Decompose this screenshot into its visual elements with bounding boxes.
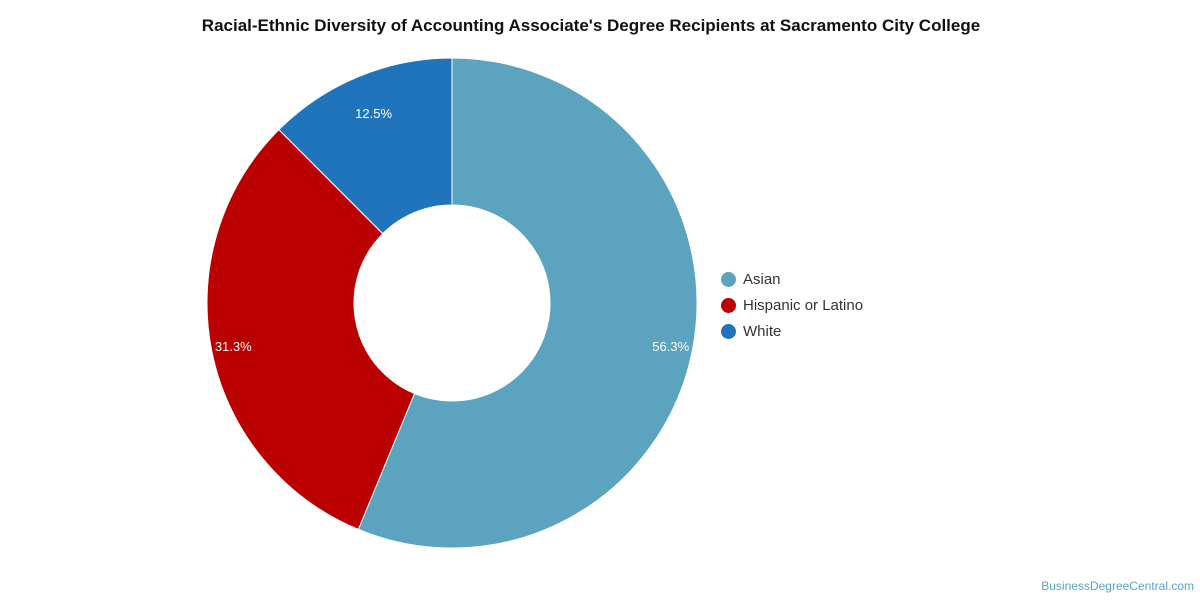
data-label-asian: 56.3% bbox=[652, 339, 689, 354]
donut-slice-hispanic-or-latino[interactable] bbox=[206, 128, 416, 531]
source-watermark[interactable]: BusinessDegreeCentral.com bbox=[1041, 579, 1194, 593]
legend-label: Asian bbox=[743, 270, 781, 288]
legend-swatch bbox=[721, 271, 736, 287]
donut-slice-asian[interactable] bbox=[357, 57, 698, 549]
donut-slice-white[interactable] bbox=[278, 57, 453, 235]
legend-item-white[interactable]: White bbox=[721, 318, 863, 344]
data-label-hispanic-or-latino: 31.3% bbox=[215, 339, 252, 354]
chart-legend: Asian Hispanic or Latino White bbox=[721, 266, 863, 344]
data-label-white: 12.5% bbox=[355, 106, 392, 121]
chart-title: Racial-Ethnic Diversity of Accounting As… bbox=[201, 16, 981, 35]
legend-swatch bbox=[721, 323, 736, 339]
legend-item-hispanic-or-latino[interactable]: Hispanic or Latino bbox=[721, 292, 863, 318]
legend-item-asian[interactable]: Asian bbox=[721, 266, 863, 292]
legend-label: White bbox=[743, 322, 782, 340]
legend-label: Hispanic or Latino bbox=[743, 296, 864, 314]
legend-swatch bbox=[721, 297, 736, 313]
